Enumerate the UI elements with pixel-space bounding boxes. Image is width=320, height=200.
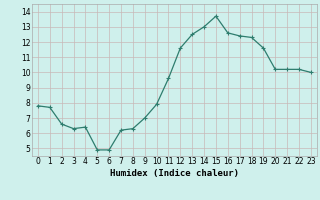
X-axis label: Humidex (Indice chaleur): Humidex (Indice chaleur) (110, 169, 239, 178)
